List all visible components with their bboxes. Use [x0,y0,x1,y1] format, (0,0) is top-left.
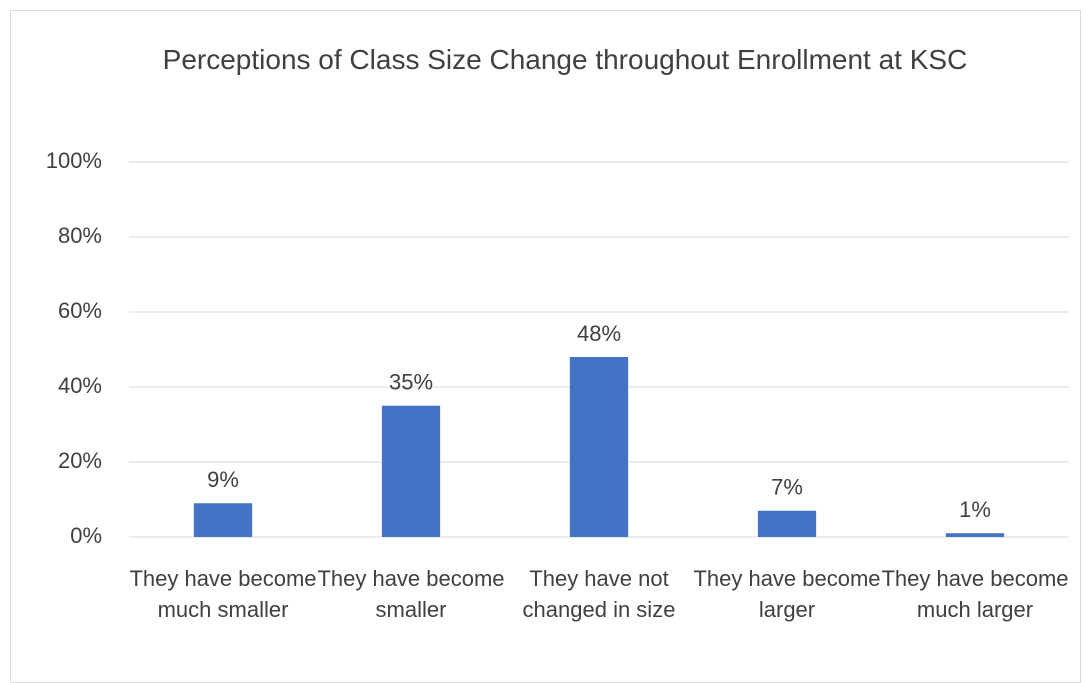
y-tick-label: 100% [46,148,102,173]
y-tick-label: 40% [58,373,102,398]
data-label: 7% [771,475,803,500]
x-tick-label: They have become much larger [881,566,1069,622]
x-tick-label: They have become much smaller [129,566,317,622]
bar [193,503,253,537]
y-tick-label: 80% [58,223,102,248]
bar [945,533,1005,537]
x-tick-label: They have become smaller [317,566,505,622]
chart-title: Perceptions of Class Size Change through… [162,44,968,75]
data-label: 35% [389,370,433,395]
y-tick-label: 0% [70,523,102,548]
bar [569,357,629,537]
y-tick-label: 20% [58,448,102,473]
data-label: 1% [959,497,991,522]
data-label: 9% [207,467,239,492]
x-tick-label: They have not changed in size [522,566,676,622]
bar [381,405,441,537]
y-tick-label: 60% [58,298,102,323]
bar [757,510,817,537]
x-tick-label: They have become larger [693,566,881,622]
data-label: 48% [577,321,621,346]
